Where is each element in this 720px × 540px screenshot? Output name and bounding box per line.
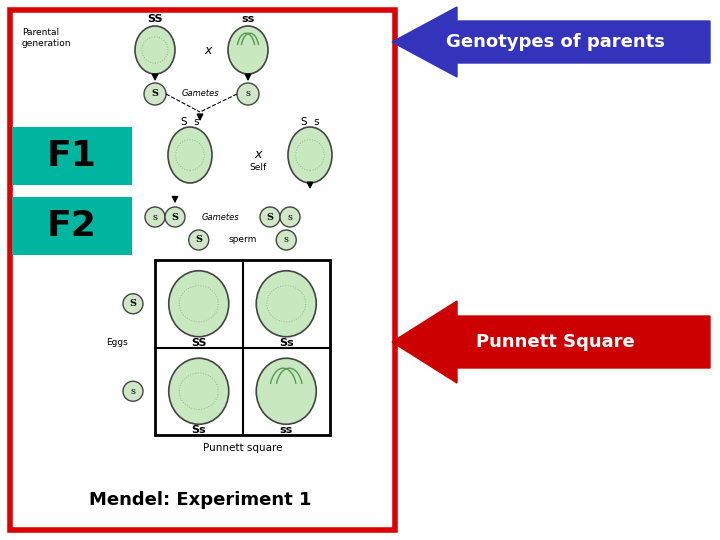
Ellipse shape (168, 271, 229, 337)
Text: x: x (204, 44, 212, 57)
Text: Ss: Ss (279, 338, 294, 348)
Circle shape (165, 207, 185, 227)
Ellipse shape (228, 26, 268, 74)
Bar (10, 10, 395, 530)
FancyArrow shape (392, 301, 710, 383)
Text: ss: ss (279, 425, 293, 435)
Ellipse shape (168, 127, 212, 183)
Bar (155, 260, 330, 435)
Ellipse shape (135, 26, 175, 74)
Text: S  s: S s (181, 117, 199, 127)
Ellipse shape (256, 358, 316, 424)
Text: s: s (287, 213, 292, 221)
Text: S: S (151, 90, 158, 98)
Text: SS: SS (148, 14, 163, 24)
Text: S  s: S s (301, 117, 319, 127)
Text: sperm: sperm (228, 235, 257, 245)
Circle shape (123, 381, 143, 401)
Ellipse shape (288, 127, 332, 183)
Circle shape (123, 294, 143, 314)
Text: Gametes: Gametes (181, 90, 219, 98)
Text: ss: ss (241, 14, 255, 24)
Bar (12, 127, 132, 185)
Text: S: S (171, 213, 179, 221)
Text: s: s (153, 213, 158, 221)
Text: Genotypes of parents: Genotypes of parents (446, 33, 665, 51)
Bar (12, 197, 132, 255)
Text: x: x (254, 148, 261, 161)
Text: Punnett Square: Punnett Square (476, 333, 634, 351)
Circle shape (189, 230, 209, 250)
Text: s: s (130, 387, 135, 396)
Text: Punnett square: Punnett square (203, 443, 282, 453)
Text: F1: F1 (47, 139, 97, 173)
Text: S: S (130, 299, 137, 308)
Text: Ss: Ss (192, 425, 206, 435)
Circle shape (145, 207, 165, 227)
Circle shape (276, 230, 296, 250)
Text: Mendel: Experiment 1: Mendel: Experiment 1 (89, 491, 311, 509)
Circle shape (237, 83, 259, 105)
Ellipse shape (256, 271, 316, 337)
Text: S: S (195, 235, 202, 245)
Text: F2: F2 (47, 209, 97, 243)
FancyArrow shape (392, 7, 710, 77)
Text: Parental
generation: Parental generation (22, 28, 71, 48)
Text: S: S (266, 213, 274, 221)
Circle shape (260, 207, 280, 227)
Text: s: s (246, 90, 251, 98)
Text: Gametes: Gametes (201, 213, 239, 221)
Circle shape (144, 83, 166, 105)
Text: Self: Self (249, 163, 266, 172)
Text: Eggs: Eggs (106, 338, 128, 347)
Bar (155, 260, 330, 435)
Ellipse shape (168, 358, 229, 424)
Circle shape (280, 207, 300, 227)
Text: SS: SS (191, 338, 207, 348)
Text: s: s (284, 235, 289, 245)
